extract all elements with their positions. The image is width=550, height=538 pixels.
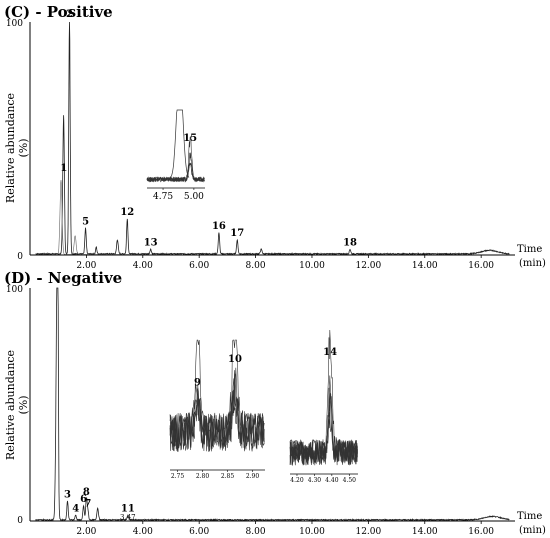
panel-c-ytick-100: 100 [6, 19, 23, 29]
c-inset-trace [146, 163, 205, 183]
panel-d-xlabel-unit: (min) [519, 525, 546, 536]
panel-d-x-ticks: 2.00 4.00 6.00 8.00 10.00 12.00 14.00 16.00 [76, 521, 494, 537]
panel-negative: (D) - Negative Relative abundance (%) 10… [4, 269, 546, 537]
d-inset1-peak-label-10: 10 [228, 354, 242, 365]
panel-d-xlabel-time: Time [517, 511, 542, 522]
panel-c-xlabel-time: Time [517, 244, 542, 255]
panel-positive: (C) - Positive Relative abundance (%) 10… [4, 3, 546, 271]
d-xtick-label: 2.00 [76, 527, 96, 537]
d-inset1-trace [169, 378, 265, 452]
panel-d-inset-peaks-9-10: 2.75 2.80 2.85 2.90 9 10 [169, 339, 265, 480]
c-xtick-label: 8.00 [246, 261, 266, 271]
d-inset2-tick-label: 4.40 [325, 477, 339, 484]
panel-c-inset-peak-15: 4.75 5.00 15 [146, 109, 205, 202]
c-peak-label-5: 5 [82, 216, 89, 227]
c-xtick-label: 12.00 [355, 261, 381, 271]
c-peak-label-2: 2 [66, 9, 73, 20]
panel-d-inset-peak-14: 4.20 4.30 4.40 4.50 14 [289, 329, 358, 484]
d-peak-label-7: 7 [84, 499, 91, 510]
d-inset2-trace [289, 396, 358, 466]
panel-d-ylabel-line2: (%) [17, 395, 30, 414]
d-inset1-tick-label: 2.80 [196, 473, 210, 480]
panel-d-ylabel-line1: Relative abundance [4, 350, 17, 460]
d-inset1-tick-label: 2.85 [221, 473, 235, 480]
c-inset-tick-label: 5.00 [184, 192, 204, 202]
panel-c-title: (C) - Positive [4, 3, 113, 21]
c-inset-peak-label-15: 15 [183, 133, 197, 144]
d-xtick-label: 4.00 [133, 527, 153, 537]
d-xtick-label: 14.00 [412, 527, 438, 537]
d-inset2-tick-label: 4.50 [343, 477, 357, 484]
d-peak-label-4: 4 [72, 503, 79, 514]
c-peak-label-13: 13 [144, 237, 158, 248]
d-peak-label-6: 6 [80, 494, 87, 505]
d-inset1-peak-label-9: 9 [194, 377, 201, 388]
c-xtick-label: 16.00 [468, 261, 494, 271]
panel-d-title: (D) - Negative [4, 269, 122, 287]
d-inset1-trace [169, 389, 265, 452]
panel-c-ylabel-line1: Relative abundance [4, 93, 17, 203]
d-peak-note: 3.47 [120, 513, 136, 521]
c-xtick-label: 14.00 [412, 261, 438, 271]
panel-d-ytick-0: 0 [17, 516, 23, 526]
d-inset2-peak-label-14: 14 [323, 347, 337, 358]
c-peak-label-18: 18 [343, 237, 357, 248]
d-xtick-label: 16.00 [468, 527, 494, 537]
c-inset-main-peak [169, 109, 190, 179]
panel-d-y-ticks: 100 0 [6, 285, 23, 526]
d-xtick-label: 8.00 [246, 527, 266, 537]
c-xtick-label: 6.00 [189, 261, 209, 271]
c-peak-label-12: 12 [120, 207, 134, 218]
c-peak-label-17: 17 [230, 228, 244, 239]
d-inset1-tick-label: 2.75 [171, 473, 185, 480]
d-xtick-label: 10.00 [299, 527, 325, 537]
d-peak-label-11: 11 [121, 503, 135, 514]
panel-c-y-ticks: 100 0 [6, 19, 23, 262]
c-xtick-label: 2.00 [76, 261, 96, 271]
panel-c-ylabel-line2: (%) [17, 138, 30, 157]
d-peak-label-8: 8 [83, 487, 90, 498]
panel-c-chromatogram-trace [35, 21, 510, 256]
d-xtick-label: 6.00 [189, 527, 209, 537]
c-xtick-label: 4.00 [133, 261, 153, 271]
panel-d-ytick-100: 100 [6, 285, 23, 295]
c-peak-label-1: 1 [60, 163, 67, 174]
d-inset1-trace [169, 373, 265, 452]
panel-c-ytick-0: 0 [17, 252, 23, 262]
d-inset2-tick-label: 4.20 [290, 477, 304, 484]
d-inset2-tick-label: 4.30 [308, 477, 322, 484]
c-inset-tick-label: 4.75 [153, 192, 173, 202]
panel-d-chromatogram-trace [35, 287, 510, 522]
c-inset-trace [146, 162, 205, 183]
d-inset1-tick-label: 2.90 [246, 473, 260, 480]
panel-c-xlabel-unit: (min) [519, 258, 546, 269]
panel-c-x-ticks: 2.00 4.00 6.00 8.00 10.00 12.00 14.00 16.00 [76, 255, 494, 271]
c-peak-label-16: 16 [212, 221, 226, 232]
d-xtick-label: 12.00 [355, 527, 381, 537]
d-peak-label-3: 3 [64, 489, 71, 500]
c-xtick-label: 10.00 [299, 261, 325, 271]
